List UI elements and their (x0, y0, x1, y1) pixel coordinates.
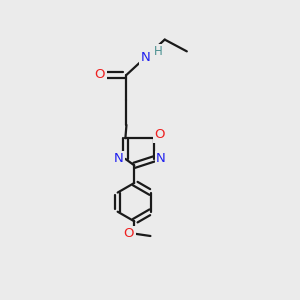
Text: N: N (156, 152, 166, 165)
Text: N: N (113, 152, 123, 165)
Text: O: O (124, 227, 134, 240)
Text: N: N (141, 51, 151, 64)
Text: O: O (154, 128, 165, 141)
Text: O: O (95, 68, 105, 81)
Text: H: H (154, 45, 162, 58)
